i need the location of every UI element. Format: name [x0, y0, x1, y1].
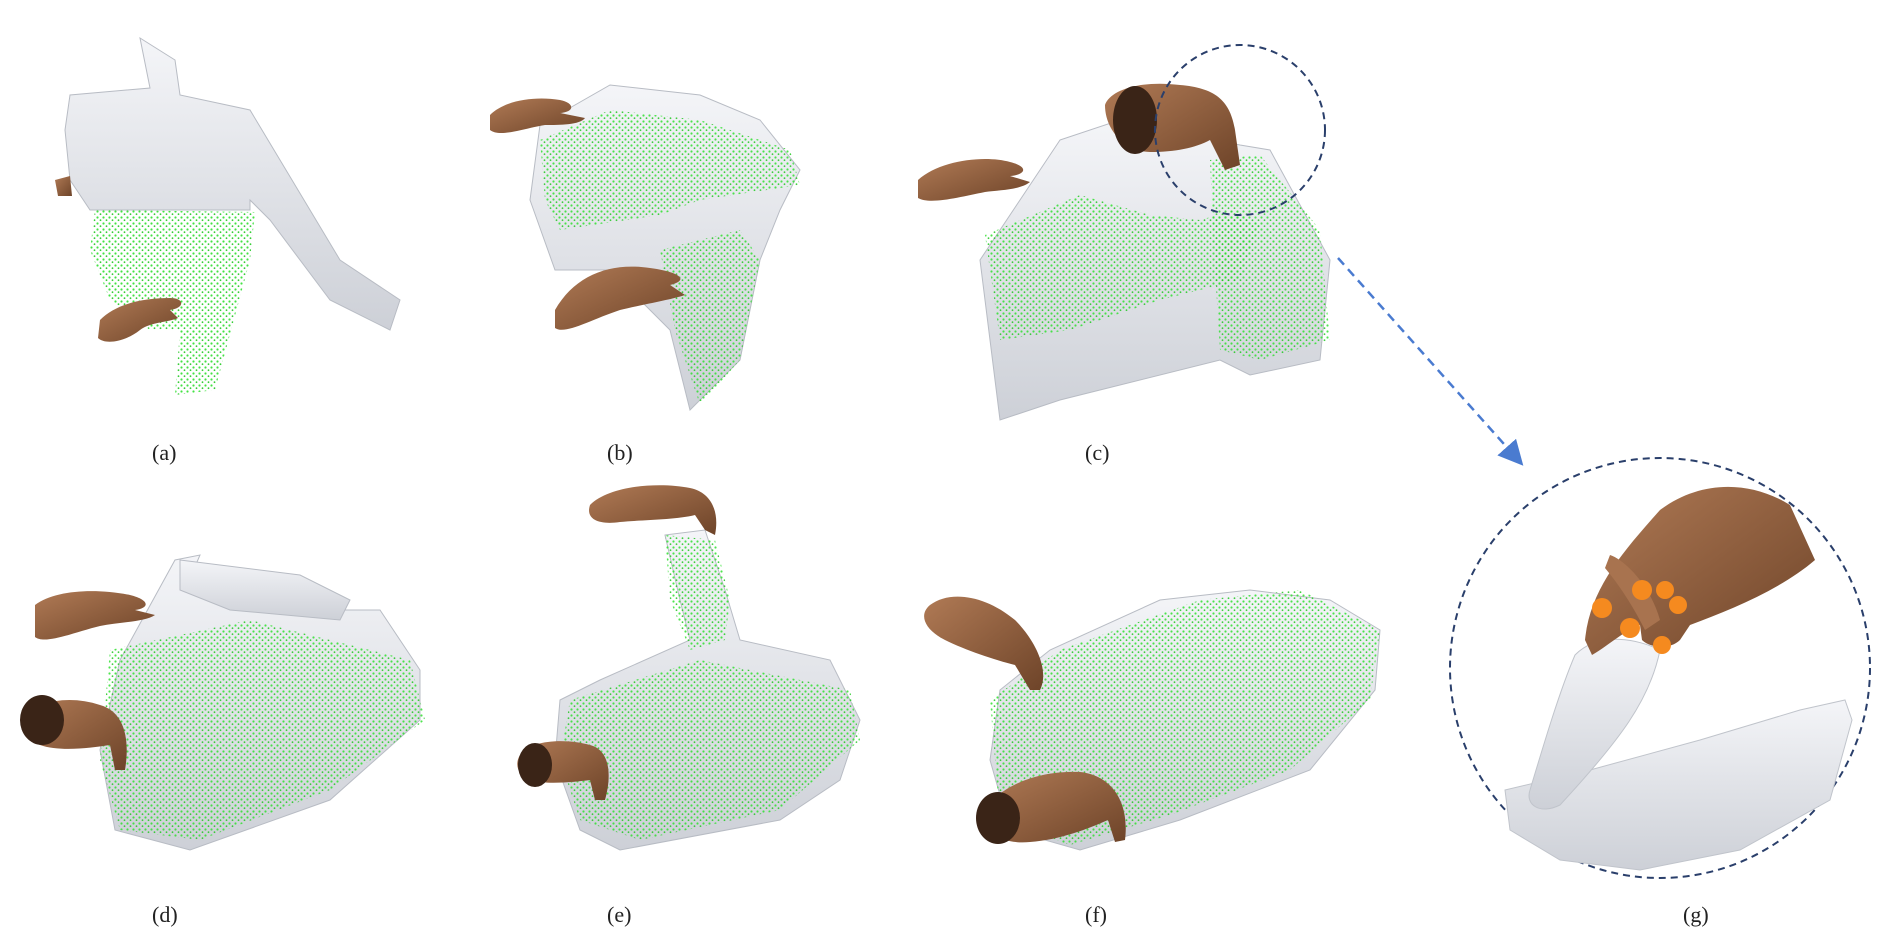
hand-wrist: [1113, 86, 1157, 154]
hand-model: [55, 176, 72, 196]
hand-model: [924, 596, 1044, 690]
hand-wrist: [518, 743, 552, 787]
point-cloud: [1210, 155, 1330, 360]
contact-point: [1669, 596, 1687, 614]
panel-c: [918, 83, 1331, 421]
cloth-mesh: [179, 559, 351, 621]
point-cloud: [660, 230, 760, 405]
hand-wrist: [20, 695, 64, 745]
panel-label-g: (g): [1683, 902, 1709, 927]
point-cloud: [100, 620, 425, 840]
hand-wrist: [976, 792, 1020, 844]
contact-point: [1592, 598, 1612, 618]
cloth-mesh: [1504, 699, 1853, 871]
hand-model: [35, 591, 155, 640]
panel-label-e: (e): [607, 902, 631, 927]
hand-model: [918, 159, 1030, 201]
panel-d: [20, 554, 425, 851]
zoom-arrow: [1337, 257, 1524, 466]
hand-model: [555, 266, 685, 330]
hand-model: [490, 98, 585, 134]
cloth-mesh: [64, 36, 401, 331]
panel-label-a: (a): [152, 440, 176, 465]
cloth-fold: [1528, 638, 1661, 810]
hand-model: [589, 485, 717, 535]
hand-model: [984, 771, 1126, 843]
point-cloud: [665, 535, 730, 650]
zoom-callout-circle: [1154, 44, 1326, 216]
point-cloud: [985, 195, 1260, 340]
panel-label-b: (b): [607, 440, 633, 465]
point-cloud: [560, 660, 860, 840]
panel-f: [924, 589, 1381, 851]
panel-label-c: (c): [1085, 440, 1109, 465]
contact-point: [1632, 580, 1652, 600]
panel-e: [517, 485, 861, 851]
contact-point: [1653, 636, 1671, 654]
panel-b: [490, 84, 801, 411]
panel-label-d: (d): [152, 902, 178, 927]
contact-point: [1656, 581, 1674, 599]
contact-point: [1620, 618, 1640, 638]
point-cloud: [540, 110, 800, 230]
panel-label-f: (f): [1085, 902, 1107, 927]
panel-a: [55, 36, 401, 395]
hand-model: [98, 298, 182, 342]
panel-g: [1449, 457, 1871, 879]
